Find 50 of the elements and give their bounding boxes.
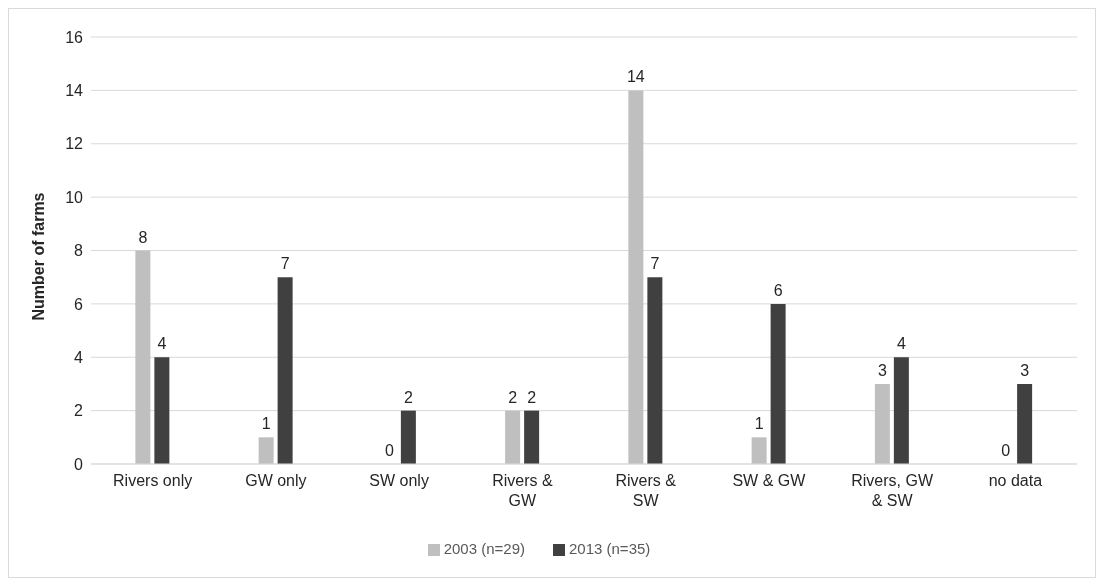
bar xyxy=(524,410,540,464)
bar xyxy=(893,357,909,464)
data-label: 4 xyxy=(896,335,906,353)
data-label: 6 xyxy=(773,281,783,299)
data-label: 4 xyxy=(157,335,167,353)
bar xyxy=(135,250,151,464)
data-label: 2 xyxy=(527,388,537,406)
bar xyxy=(647,277,663,464)
data-label: 8 xyxy=(138,228,148,246)
x-tick-label: no data xyxy=(988,472,1043,489)
bar xyxy=(154,357,170,464)
data-label: 0 xyxy=(384,441,394,459)
data-label: 2 xyxy=(508,388,518,406)
data-label: 7 xyxy=(280,255,290,273)
y-tick-label: 16 xyxy=(65,28,84,46)
bar xyxy=(258,437,274,464)
bar xyxy=(277,277,293,464)
x-tick-label: Rivers & SW xyxy=(615,472,677,509)
data-label: 7 xyxy=(650,255,660,273)
legend-label: 2013 (n=35) xyxy=(569,540,651,557)
bar xyxy=(874,383,890,464)
data-label: 0 xyxy=(1001,441,1011,459)
data-label: 3 xyxy=(1020,361,1030,379)
bar xyxy=(628,90,644,464)
y-tick-label: 10 xyxy=(65,188,84,206)
data-label: 2 xyxy=(403,388,413,406)
legend-label: 2003 (n=29) xyxy=(443,540,525,557)
x-tick-label: Rivers, GW & SW xyxy=(851,472,934,509)
x-tick-label: Rivers & GW xyxy=(492,472,553,509)
x-tick-label: SW only xyxy=(369,472,429,489)
x-tick-label: GW only xyxy=(245,472,307,489)
y-tick-label: 4 xyxy=(74,348,84,366)
bar xyxy=(400,410,416,464)
x-tick-label: SW & GW xyxy=(732,472,807,489)
bar xyxy=(751,437,767,464)
data-label: 1 xyxy=(754,415,764,433)
y-axis-title: Number of farms xyxy=(29,192,47,321)
data-label: 1 xyxy=(261,415,271,433)
y-tick-label: 0 xyxy=(74,455,84,473)
bar xyxy=(770,303,786,464)
x-tick-label: Rivers only xyxy=(113,472,193,489)
data-label: 3 xyxy=(877,361,887,379)
y-tick-label: 6 xyxy=(74,295,84,313)
bar xyxy=(1017,383,1033,464)
bar xyxy=(505,410,521,464)
y-tick-label: 8 xyxy=(74,242,84,260)
data-label: 14 xyxy=(626,68,645,86)
y-tick-label: 14 xyxy=(65,82,84,100)
y-tick-label: 12 xyxy=(65,135,84,153)
y-tick-label: 2 xyxy=(74,402,84,420)
